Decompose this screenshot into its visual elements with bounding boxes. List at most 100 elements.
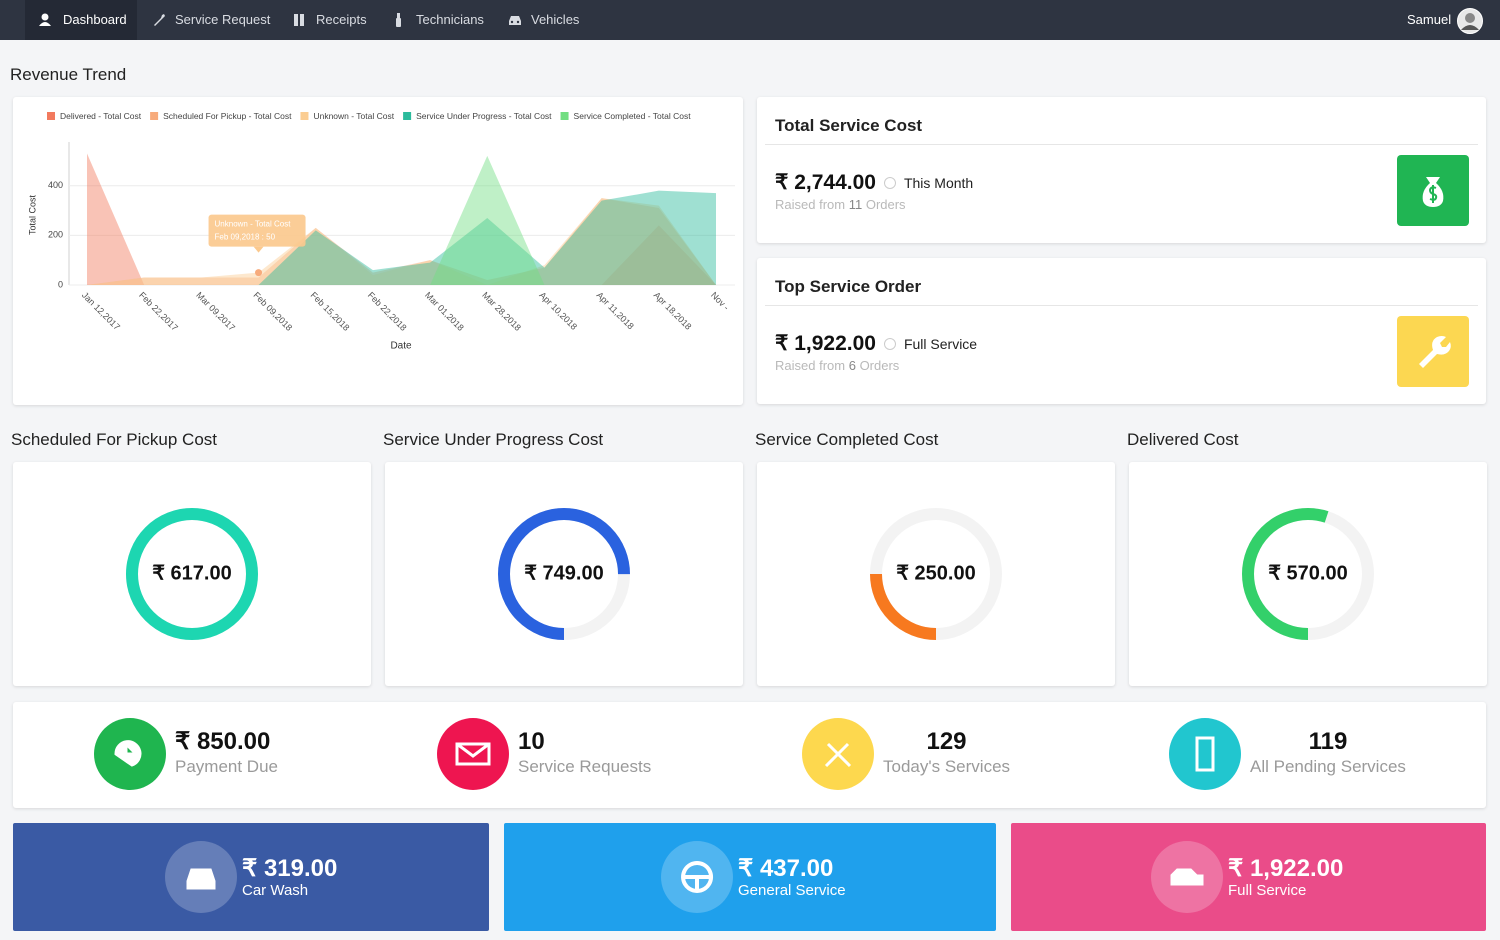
service-tile[interactable]: ₹ 319.00 Car Wash <box>13 823 489 931</box>
service-tile[interactable]: ₹ 1,922.00 Full Service <box>1011 823 1486 931</box>
tile-label: Car Wash <box>242 882 309 899</box>
tile-text: ₹ 437.00 General Service <box>738 856 846 900</box>
orders-suffix: Orders <box>859 358 900 373</box>
stat-text: ₹ 850.00 Payment Due <box>175 728 278 778</box>
divider <box>765 144 1478 145</box>
note: Full Service <box>903 335 978 352</box>
stat-label: Today's Services <box>883 757 1011 776</box>
nav-item[interactable]: Vehicles <box>531 12 580 27</box>
nav-item[interactable]: Receipts <box>316 12 367 27</box>
tile-icon <box>165 841 237 913</box>
order-count: 11 <box>848 197 863 212</box>
nav-item[interactable]: Technicians <box>416 12 484 27</box>
nav-icon <box>294 14 304 26</box>
tile-value: ₹ 437.00 <box>738 855 834 882</box>
legend-swatch <box>150 112 159 120</box>
chart: 0 200 400 Total Cost Date Jan 12,2017 Feb 22,2… <box>27 111 735 352</box>
nav-icon <box>396 13 401 27</box>
order-count: 6 <box>848 358 856 373</box>
donut: ₹ 250.00 <box>870 508 1002 640</box>
cost-card: ₹ 749.00 <box>385 462 743 686</box>
tooltip-title: Unknown - Total Cost <box>215 220 292 229</box>
legend-label: Scheduled For Pickup - Total Cost <box>163 111 292 121</box>
stat-value: 10 <box>518 728 545 755</box>
legend-swatch <box>403 112 412 120</box>
donut: ₹ 749.00 <box>498 508 630 640</box>
x-tick-label: Apr 18,2018 <box>652 290 694 332</box>
donut-value: ₹ 617.00 <box>152 562 231 584</box>
amount-row: ₹ 1,922.00 Full Service <box>775 331 977 356</box>
tile-label: Full Service <box>1228 882 1307 899</box>
cost-card: ₹ 570.00 <box>1129 462 1487 686</box>
summary-card: Total Service Cost ₹ 2,744.00 This Month Ra… <box>757 97 1486 243</box>
x-tick-label: Feb 22,2018 <box>366 290 409 333</box>
stat-icon <box>1169 718 1241 790</box>
nav-item[interactable]: Service Request <box>175 12 271 27</box>
card-title: Top Service Order <box>775 277 922 296</box>
area <box>87 198 716 285</box>
card-title: Total Service Cost <box>775 116 923 135</box>
area <box>87 190 716 285</box>
stat-icon <box>437 718 509 790</box>
donut-arc <box>1242 508 1374 640</box>
amount: ₹ 1,922.00 <box>775 332 876 355</box>
tile-value: ₹ 1,922.00 <box>1228 855 1344 882</box>
note: This Month <box>903 174 974 191</box>
x-tick-label: Mar 28,2018 <box>480 290 523 333</box>
amount: ₹ 2,744.00 <box>775 171 876 194</box>
legend-label: Delivered - Total Cost <box>60 111 142 121</box>
stat-icon <box>94 718 166 790</box>
section-title: Service Completed Cost <box>755 430 939 449</box>
legend-swatch <box>300 112 309 120</box>
x-tick-label: Feb 09,2018 <box>251 290 294 333</box>
icon-bg <box>437 718 509 790</box>
tile-text: ₹ 1,922.00 Full Service <box>1228 856 1343 900</box>
donut: ₹ 617.00 <box>126 508 258 640</box>
x-tick-label: Apr 11,2018 <box>595 290 636 331</box>
stat-label: Service Requests <box>518 757 652 776</box>
y-axis-label: Total Cost <box>27 194 37 235</box>
donut-value: ₹ 250.00 <box>896 562 975 584</box>
divider <box>765 305 1478 306</box>
icon-glyph <box>824 742 852 768</box>
note-icon <box>883 337 896 350</box>
y-tick-label: 400 <box>48 180 63 190</box>
stat-value: 119 <box>1308 728 1348 755</box>
nav-icon <box>39 13 51 26</box>
icon-glyph <box>1422 177 1444 207</box>
stat-label: All Pending Services <box>1250 757 1406 776</box>
nav-icon <box>509 16 521 25</box>
donut-arc <box>498 508 630 640</box>
tooltip-arrow <box>253 246 264 253</box>
note-icon <box>883 176 896 189</box>
orders-suffix: Orders <box>865 197 906 212</box>
legend-label: Service Under Progress - Total Cost <box>416 111 552 121</box>
user-name[interactable]: Samuel <box>1407 12 1452 27</box>
nav-item[interactable]: Dashboard <box>63 12 127 27</box>
legend-swatch <box>47 112 55 120</box>
summary-card: Top Service Order ₹ 1,922.00 Full Service R… <box>757 258 1486 404</box>
icon-glyph <box>1170 868 1204 886</box>
raised-prefix: Raised from <box>775 358 846 373</box>
x-axis-label: Date <box>390 341 412 352</box>
raised-prefix: Raised from <box>775 197 846 212</box>
legend-swatch <box>560 112 569 120</box>
section-title: Revenue Trend <box>10 65 127 84</box>
raised-row: Raised from 6 Orders <box>775 358 899 373</box>
service-tile[interactable]: ₹ 437.00 General Service <box>504 823 996 931</box>
avatar[interactable] <box>1457 8 1483 34</box>
x-tick-label: Mar 01,2018 <box>423 290 466 333</box>
tile-value: ₹ 319.00 <box>242 855 338 882</box>
raised-row: Raised from 11 Orders <box>775 197 906 212</box>
stats-card: ₹ 850.00 Payment Due 10 Service Requests 129… <box>13 702 1486 808</box>
stat-label: Payment Due <box>175 757 278 776</box>
navbar: Dashboard Service Request Receipts Techn… <box>0 0 1500 40</box>
stat-text: 10 Service Requests <box>518 728 651 778</box>
stat-value: 129 <box>926 728 967 755</box>
tile-icon <box>661 841 733 913</box>
donut-value: ₹ 749.00 <box>524 562 603 584</box>
legend-label: Service Completed - Total Cost <box>574 111 692 121</box>
donut-arc <box>870 508 1002 640</box>
icon-glyph <box>114 740 142 767</box>
x-tick-label: Nov - <box>709 290 731 312</box>
